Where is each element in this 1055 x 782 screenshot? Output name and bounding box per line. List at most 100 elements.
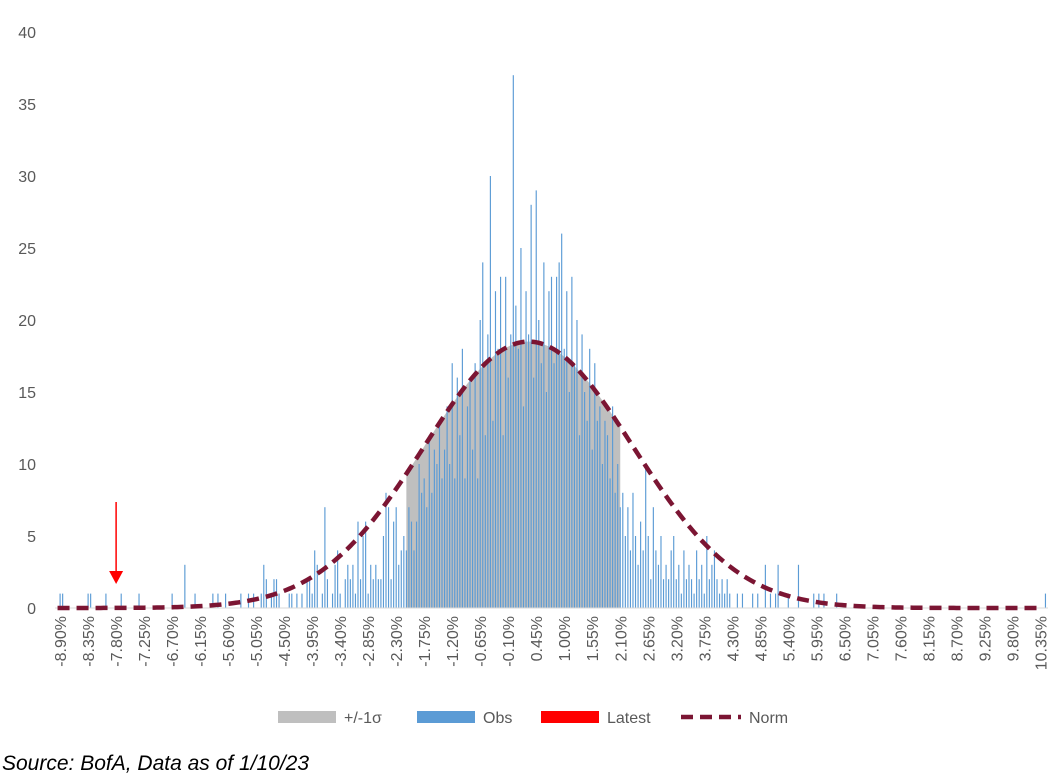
- obs-bar: [693, 593, 695, 608]
- obs-bar: [423, 478, 425, 608]
- obs-bar: [225, 593, 227, 608]
- y-tick-label: 10: [18, 457, 36, 474]
- obs-bar: [265, 579, 267, 608]
- obs-bar: [708, 579, 710, 608]
- obs-bar: [367, 593, 369, 608]
- obs-bar: [642, 550, 644, 608]
- y-tick-label: 20: [18, 313, 36, 330]
- obs-bar: [326, 579, 329, 608]
- obs-bar: [614, 492, 616, 608]
- x-tick-label: 8.70%: [949, 616, 966, 661]
- obs-bar: [769, 593, 772, 608]
- legend-label: Latest: [607, 710, 651, 727]
- y-tick-label: 5: [27, 529, 36, 546]
- obs-bar: [436, 464, 438, 608]
- obs-bar: [589, 348, 591, 608]
- obs-bar: [533, 377, 535, 608]
- obs-bar: [441, 478, 443, 608]
- obs-bar: [474, 363, 476, 608]
- y-tick-label: 30: [18, 169, 36, 186]
- obs-bar: [576, 320, 578, 608]
- x-tick-label: 9.80%: [1005, 616, 1022, 661]
- obs-bar: [609, 478, 611, 608]
- obs-bar: [477, 478, 479, 608]
- obs-bar: [604, 420, 606, 608]
- legend-item: Obs: [417, 710, 512, 727]
- x-tick-label: -8.35%: [81, 616, 98, 667]
- obs-bar: [550, 276, 553, 608]
- obs-bar: [489, 176, 491, 608]
- obs-bar: [398, 564, 400, 608]
- obs-bar: [660, 536, 662, 608]
- obs-bar: [530, 204, 532, 609]
- obs-bar: [545, 392, 547, 608]
- obs-bar: [408, 507, 410, 608]
- obs-bar: [777, 564, 779, 608]
- obs-bar: [370, 564, 372, 608]
- obs-bar: [334, 564, 336, 608]
- obs-bar: [270, 593, 272, 608]
- obs-bar: [380, 579, 382, 608]
- obs-bar: [403, 536, 405, 608]
- x-tick-label: -8.90%: [53, 616, 70, 667]
- obs-bar: [349, 579, 351, 608]
- obs-bar: [382, 536, 385, 608]
- x-tick-label: -1.20%: [445, 616, 462, 667]
- obs-bar: [466, 406, 469, 608]
- obs-bar: [668, 579, 670, 608]
- obs-bar: [823, 593, 825, 608]
- obs-bar: [385, 492, 387, 608]
- obs-bar: [535, 190, 537, 608]
- obs-bars: [59, 75, 1047, 609]
- obs-bar: [650, 579, 652, 608]
- obs-bar: [487, 334, 489, 608]
- norm-curve: [57, 339, 1043, 611]
- obs-bar: [240, 593, 242, 608]
- obs-bar: [685, 579, 688, 608]
- obs-bar: [390, 579, 392, 608]
- x-tick-label: 3.75%: [697, 616, 714, 661]
- obs-bar: [1044, 593, 1047, 608]
- source-note: Source: BofA, Data as of 1/10/23: [2, 752, 310, 775]
- y-tick-label: 40: [18, 25, 36, 42]
- obs-bar: [331, 593, 334, 608]
- x-tick-label: 10.35%: [1033, 616, 1050, 670]
- obs-bar: [375, 564, 377, 608]
- obs-bar: [670, 550, 672, 608]
- x-tick-label: -5.05%: [249, 616, 266, 667]
- x-tick-label: -0.65%: [473, 616, 490, 667]
- obs-bar: [497, 348, 499, 608]
- obs-bar: [105, 593, 107, 608]
- obs-bar: [431, 492, 433, 608]
- x-tick-label: -0.10%: [501, 616, 518, 667]
- obs-bar: [586, 420, 588, 608]
- obs-bar: [405, 550, 407, 608]
- obs-bar: [393, 521, 395, 608]
- obs-bar: [721, 579, 723, 608]
- x-tick-label: 2.65%: [641, 616, 658, 661]
- obs-bar: [311, 593, 313, 608]
- x-tick-label: -2.30%: [389, 616, 406, 667]
- obs-bar: [377, 579, 379, 608]
- obs-bar: [288, 593, 290, 608]
- x-tick-label: 7.60%: [893, 616, 910, 661]
- obs-bar: [711, 564, 713, 608]
- x-tick-label: 2.10%: [613, 616, 630, 661]
- legend-swatch: [541, 711, 599, 723]
- x-tick-label: 3.20%: [669, 616, 686, 661]
- obs-bar: [724, 593, 726, 608]
- obs-bar: [352, 564, 354, 608]
- obs-bar: [538, 320, 540, 608]
- obs-bar: [525, 291, 527, 608]
- x-tick-label: 1.55%: [585, 616, 602, 661]
- obs-bar: [757, 593, 759, 608]
- obs-bar: [212, 593, 214, 608]
- obs-bar: [594, 363, 596, 608]
- obs-bar: [573, 363, 575, 608]
- x-tick-label: -4.50%: [277, 616, 294, 667]
- obs-bar: [736, 593, 738, 608]
- obs-bar: [354, 593, 357, 608]
- obs-bar: [701, 564, 703, 608]
- obs-bar: [706, 536, 708, 608]
- obs-bar: [716, 579, 718, 608]
